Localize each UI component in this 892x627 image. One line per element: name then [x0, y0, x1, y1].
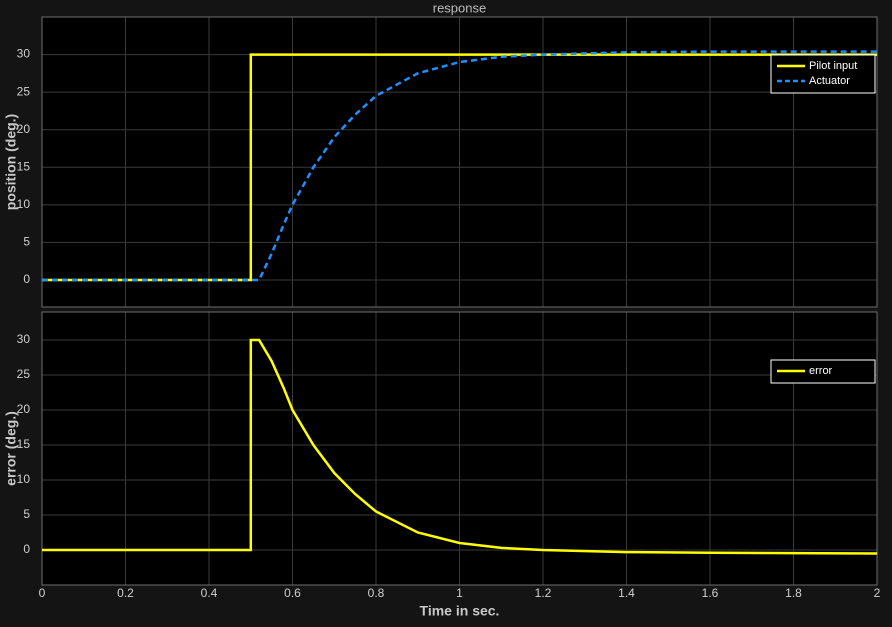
- legend-box: [770, 359, 876, 384]
- y-tick-label: 0: [23, 542, 30, 556]
- y-tick-label: 0: [23, 272, 30, 286]
- x-tick-label: 1.4: [618, 586, 635, 600]
- chart-title: response: [433, 0, 486, 15]
- legend-label: Actuator: [809, 75, 850, 87]
- x-tick-label: 1: [456, 586, 463, 600]
- y-tick-label: 10: [17, 197, 31, 211]
- axes-frame: [41, 16, 878, 308]
- x-tick-label: 2: [874, 586, 881, 600]
- y-axis-label: error (deg.): [3, 411, 19, 486]
- y-tick-label: 20: [17, 402, 31, 416]
- y-tick-label: 10: [17, 472, 31, 486]
- axes-frame: [41, 311, 878, 586]
- y-tick-label: 30: [17, 47, 31, 61]
- legend-box: [770, 54, 876, 94]
- y-tick-label: 20: [17, 122, 31, 136]
- x-tick-label: 0.8: [368, 586, 385, 600]
- legend-label: error: [809, 365, 833, 377]
- x-tick-label: 0: [39, 586, 46, 600]
- data-line: [42, 338, 878, 555]
- y-tick-label: 15: [17, 437, 31, 451]
- y-tick-label: 25: [17, 84, 31, 98]
- x-axis-label: Time in sec.: [420, 603, 500, 619]
- x-tick-label: 0.4: [201, 586, 218, 600]
- x-tick-label: 1.8: [785, 586, 802, 600]
- y-axis-label: position (deg.): [3, 114, 19, 210]
- x-tick-label: 0.2: [117, 586, 134, 600]
- y-tick-label: 15: [17, 159, 31, 173]
- y-tick-label: 5: [23, 507, 30, 521]
- x-tick-label: 1.6: [702, 586, 719, 600]
- x-tick-label: 0.6: [284, 586, 301, 600]
- data-line: [42, 50, 877, 282]
- y-tick-label: 25: [17, 367, 31, 381]
- legend-label: Pilot input: [809, 60, 857, 72]
- y-tick-label: 5: [23, 235, 30, 249]
- x-tick-label: 1.2: [535, 586, 552, 600]
- y-tick-label: 30: [17, 332, 31, 346]
